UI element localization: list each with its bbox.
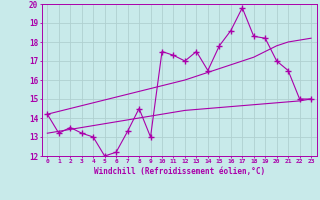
X-axis label: Windchill (Refroidissement éolien,°C): Windchill (Refroidissement éolien,°C) [94,167,265,176]
